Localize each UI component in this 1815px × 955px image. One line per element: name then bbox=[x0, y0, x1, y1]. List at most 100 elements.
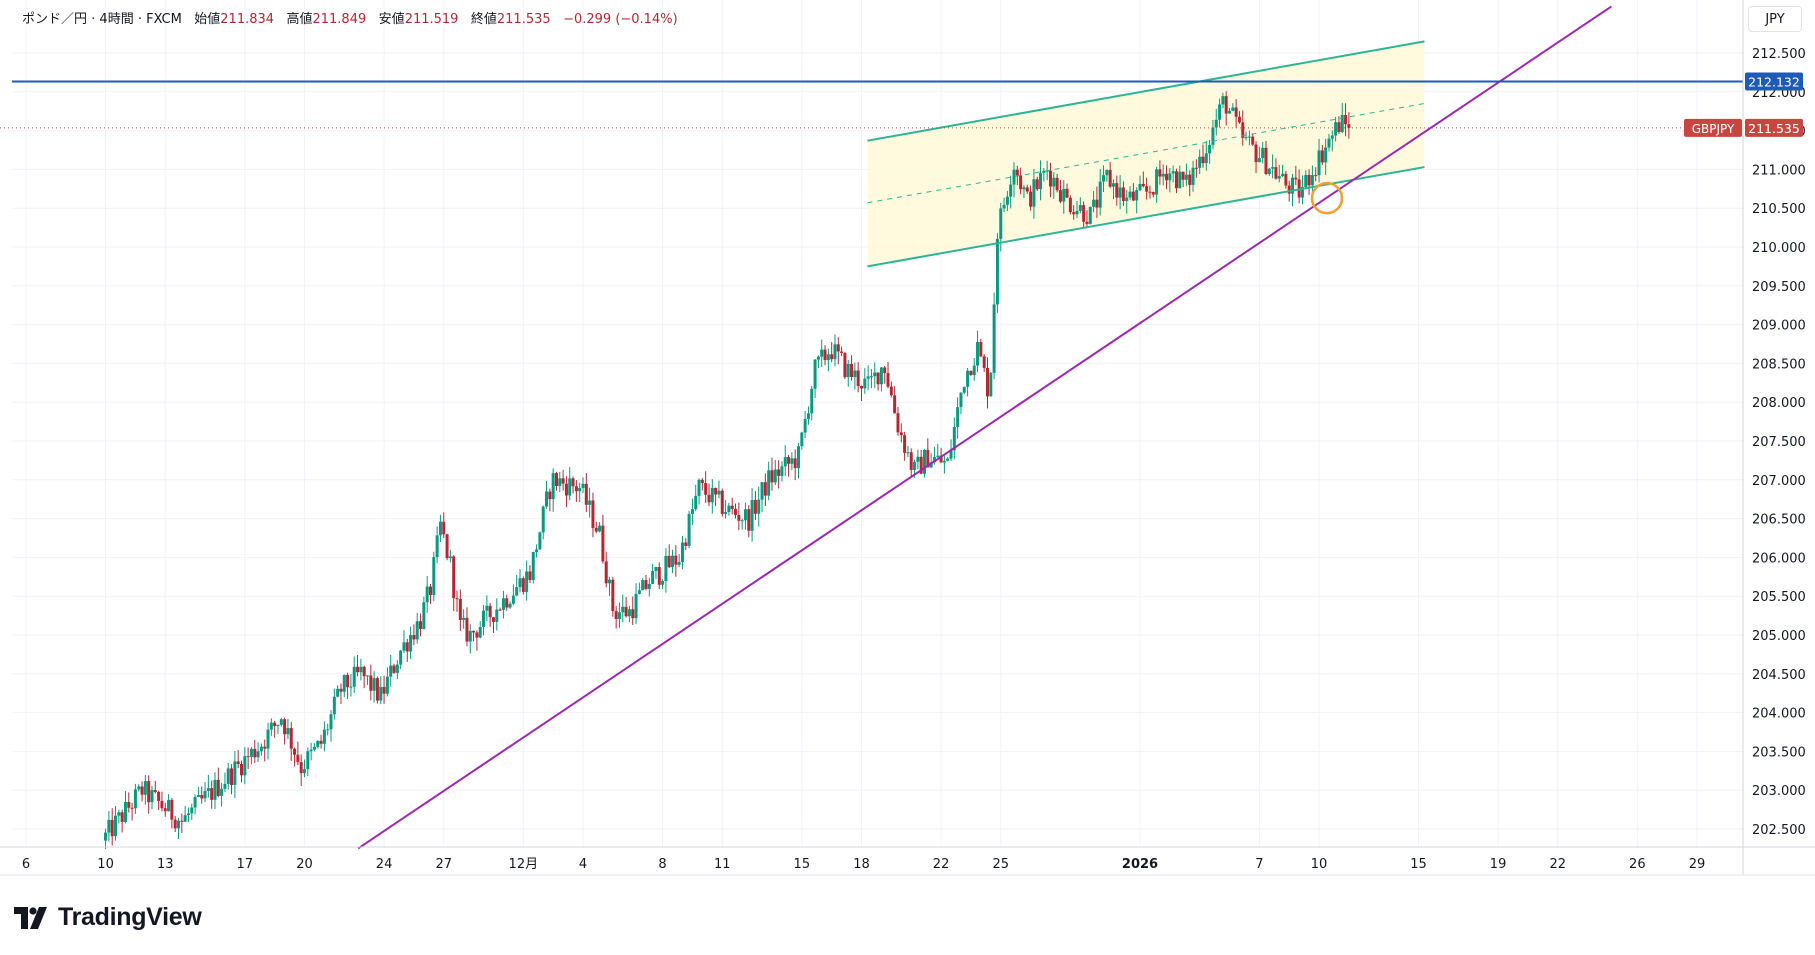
candle-body bbox=[687, 513, 691, 546]
time-tick-label: 8 bbox=[658, 857, 666, 872]
candle-body bbox=[498, 609, 502, 611]
candle-body bbox=[1264, 147, 1268, 174]
candle-body bbox=[856, 370, 860, 386]
candle-body bbox=[419, 621, 423, 629]
candle-body bbox=[783, 457, 787, 467]
time-tick-label: 15 bbox=[1410, 857, 1427, 872]
price-tick-label: 210.500 bbox=[1752, 202, 1806, 217]
candle-body bbox=[627, 609, 631, 617]
candle-body bbox=[985, 367, 989, 397]
candle-body bbox=[608, 579, 612, 584]
candle-body bbox=[558, 478, 562, 487]
candle-body bbox=[216, 779, 220, 796]
brand-name: TradingView bbox=[58, 903, 202, 931]
candle-body bbox=[1208, 144, 1212, 154]
candle-body bbox=[196, 794, 200, 798]
candle-body bbox=[651, 570, 655, 584]
candle-body bbox=[1158, 169, 1162, 177]
candle-body bbox=[720, 490, 724, 514]
resistance-price-tag bbox=[1745, 72, 1803, 91]
candle-body bbox=[319, 740, 323, 744]
time-tick-label: 10 bbox=[1311, 857, 1328, 872]
grid bbox=[12, 0, 1743, 847]
candle-body bbox=[1244, 137, 1248, 139]
candle-body bbox=[405, 642, 409, 652]
channel-upper-line bbox=[867, 40, 1425, 142]
candle-body bbox=[1211, 127, 1215, 145]
currency-button[interactable]: JPY bbox=[1748, 6, 1802, 32]
candle-body bbox=[909, 452, 913, 470]
candle-body bbox=[1251, 136, 1255, 145]
candle-body bbox=[186, 813, 190, 816]
candle-body bbox=[545, 491, 549, 507]
candle-body bbox=[412, 635, 416, 640]
candle-body bbox=[478, 627, 482, 638]
candle-body bbox=[385, 676, 389, 694]
candle-body bbox=[604, 561, 608, 584]
candle-body bbox=[1294, 177, 1298, 180]
candle-body bbox=[541, 506, 545, 533]
candle-body bbox=[899, 432, 903, 436]
candle-body bbox=[472, 630, 476, 633]
axes: 202.500 203.000 203.500 204.000 204.500 205.0… bbox=[0, 0, 1815, 876]
candle-body bbox=[143, 781, 147, 795]
candle-body bbox=[1141, 183, 1145, 187]
candle-body bbox=[906, 452, 910, 454]
candle-body bbox=[893, 395, 897, 414]
candle-body bbox=[654, 567, 658, 571]
candle-body bbox=[661, 581, 665, 585]
candle-body bbox=[1241, 122, 1245, 138]
candle-body bbox=[926, 449, 930, 468]
candle-body bbox=[1261, 147, 1265, 159]
candle-body bbox=[591, 500, 595, 528]
candle-body bbox=[1174, 171, 1178, 189]
candle-body bbox=[1039, 172, 1043, 190]
candle-body bbox=[684, 542, 688, 546]
candle-body bbox=[942, 460, 946, 463]
candle-body bbox=[1151, 191, 1155, 195]
candle-body bbox=[508, 603, 512, 608]
candle-body bbox=[611, 579, 615, 612]
highlight-circle bbox=[1310, 181, 1344, 215]
candle-body bbox=[1284, 173, 1288, 186]
candle-body bbox=[903, 435, 907, 453]
price-tick-label: 205.000 bbox=[1752, 629, 1806, 644]
candle-body bbox=[1178, 171, 1182, 189]
candle-body bbox=[1277, 176, 1281, 179]
candle-body bbox=[1340, 115, 1344, 133]
candle-body bbox=[230, 768, 234, 785]
candle-body bbox=[253, 748, 257, 758]
candle-body bbox=[1234, 107, 1238, 117]
candle-body bbox=[760, 482, 764, 500]
candle-body bbox=[810, 388, 814, 414]
candle-body bbox=[409, 635, 413, 652]
candle-body bbox=[1005, 196, 1009, 205]
candle-body bbox=[601, 525, 605, 562]
candle-body bbox=[952, 427, 956, 451]
candle-body bbox=[896, 413, 900, 433]
candle-body bbox=[336, 688, 340, 697]
candle-body bbox=[210, 788, 214, 800]
candle-body bbox=[1128, 191, 1132, 198]
candle-body bbox=[913, 461, 917, 470]
candles[interactable] bbox=[104, 91, 1351, 849]
candle-body bbox=[1058, 190, 1062, 202]
candle-body bbox=[226, 768, 230, 784]
candle-body bbox=[922, 449, 926, 474]
candle-body bbox=[734, 508, 738, 515]
candle-body bbox=[820, 349, 824, 357]
candle-body bbox=[276, 724, 280, 727]
drawings-background bbox=[867, 41, 1425, 267]
tradingview-brand[interactable]: TradingView bbox=[14, 903, 202, 932]
candle-body bbox=[283, 719, 287, 735]
candle-body bbox=[846, 363, 850, 378]
candle-body bbox=[349, 686, 353, 688]
candle-body bbox=[833, 344, 837, 360]
candle-body bbox=[531, 552, 535, 580]
candle-body bbox=[976, 341, 980, 366]
low-value: 211.519 bbox=[404, 12, 459, 27]
candle-body bbox=[369, 675, 373, 691]
candle-body bbox=[180, 820, 184, 822]
open-label: 始値 bbox=[194, 12, 221, 27]
